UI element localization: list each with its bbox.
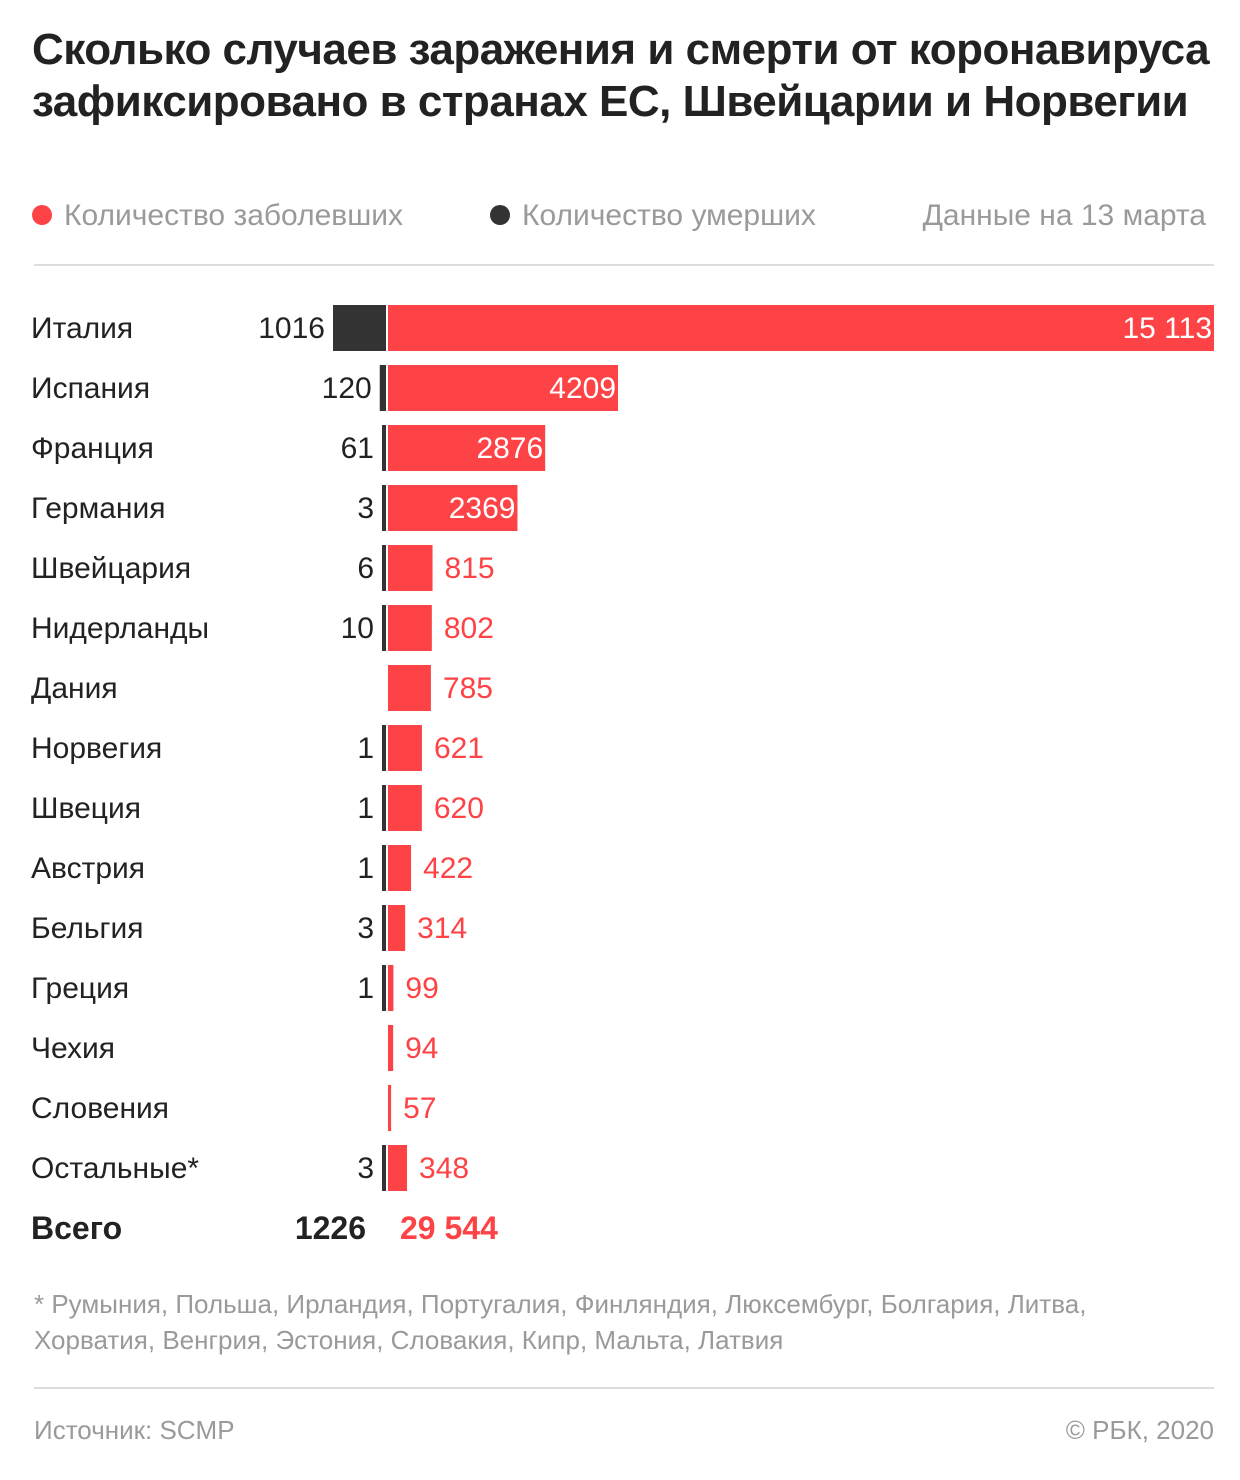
deaths-value-label: 3 <box>357 912 374 945</box>
cases-bar <box>388 965 394 1011</box>
cases-bar <box>388 845 412 891</box>
deaths-value-label: 1 <box>357 972 374 1005</box>
category-label: Швеция <box>31 792 141 825</box>
category-label: Словения <box>31 1092 169 1125</box>
deaths-value-label: 1016 <box>258 312 325 345</box>
legend-item-cases: Количество заболевших <box>32 196 403 236</box>
category-label: Германия <box>31 492 166 525</box>
legend-swatch-deaths <box>490 205 510 226</box>
cases-value-label: 94 <box>405 1032 438 1065</box>
category-label: Австрия <box>31 852 145 885</box>
deaths-bar <box>333 305 386 351</box>
deaths-bar <box>382 545 386 591</box>
cases-value-label: 2876 <box>476 432 543 465</box>
legend-label-deaths: Количество умерших <box>522 199 816 232</box>
cases-value-label: 57 <box>403 1092 436 1125</box>
deaths-value-label: 10 <box>341 612 374 645</box>
cases-value-label: 314 <box>417 912 467 945</box>
cases-value-label: 99 <box>405 972 438 1005</box>
deaths-value-label: 6 <box>357 552 374 585</box>
cases-value-label: 15 113 <box>1122 312 1212 345</box>
legend: Количество заболевших Количество умерших… <box>32 196 1212 236</box>
deaths-bar <box>382 605 386 651</box>
legend-item-deaths: Количество умерших <box>490 196 816 236</box>
cases-bar <box>388 905 406 951</box>
top-divider <box>34 264 1214 266</box>
legend-swatch-cases <box>32 205 52 226</box>
cases-bar <box>388 725 422 771</box>
deaths-bar <box>382 1145 386 1191</box>
cases-value-label: 4209 <box>549 372 616 405</box>
deaths-value-label: 3 <box>357 492 374 525</box>
category-label: Италия <box>31 312 133 345</box>
deaths-bar <box>382 485 386 531</box>
cases-value-label: 621 <box>434 732 484 765</box>
cases-bar <box>388 1025 394 1071</box>
cases-value-label: 620 <box>434 792 484 825</box>
cases-bar <box>388 665 431 711</box>
category-label: Нидерланды <box>31 612 209 645</box>
cases-value-label: 348 <box>419 1152 469 1185</box>
copyright-note: © РБК, 2020 <box>1065 1415 1214 1445</box>
footnote: * Румыния, Польша, Ирландия, Португалия,… <box>34 1289 1087 1355</box>
deaths-value-label: 3 <box>357 1152 374 1185</box>
category-label: Швейцария <box>31 552 191 585</box>
deaths-bar <box>382 785 386 831</box>
cases-value-label: 422 <box>423 852 473 885</box>
cases-value-label: 785 <box>443 672 493 705</box>
deaths-bar <box>382 845 386 891</box>
deaths-value-label: 1 <box>357 852 374 885</box>
deaths-value-label: 1 <box>357 732 374 765</box>
cases-bar <box>388 605 432 651</box>
cases-value-label: 802 <box>444 612 494 645</box>
deaths-value-label: 1 <box>357 792 374 825</box>
deaths-bar <box>379 365 386 411</box>
category-label: Остальные* <box>31 1152 199 1185</box>
data-date: Данные на 13 марта <box>922 199 1206 232</box>
category-label: Испания <box>31 372 150 405</box>
deaths-bar <box>382 725 386 771</box>
category-label: Греция <box>31 972 129 1005</box>
cases-bar <box>388 545 433 591</box>
deaths-value-label: 120 <box>322 372 372 405</box>
total-label: Всего <box>31 1210 122 1246</box>
cases-bar <box>388 365 619 411</box>
category-label: Франция <box>31 432 154 465</box>
cases-value-label: 815 <box>445 552 495 585</box>
cases-bar <box>388 425 546 471</box>
deaths-value-label: 61 <box>341 432 374 465</box>
cases-bar <box>388 1085 392 1131</box>
cases-value-label: 2369 <box>449 492 516 525</box>
chart-title: Сколько случаев заражения и смерти от ко… <box>32 25 1210 126</box>
cases-bar <box>388 785 422 831</box>
cases-bar <box>388 485 518 531</box>
deaths-bar <box>382 425 386 471</box>
legend-label-cases: Количество заболевших <box>64 199 404 232</box>
total-deaths: 1226 <box>295 1210 366 1246</box>
source-note: Источник: SCMP <box>34 1415 235 1445</box>
deaths-bar <box>382 965 386 1011</box>
total-cases: 29 544 <box>400 1210 498 1246</box>
cases-bar <box>388 305 1214 351</box>
cases-bar <box>388 1145 408 1191</box>
bottom-divider <box>34 1387 1214 1389</box>
category-label: Чехия <box>31 1032 115 1065</box>
category-label: Норвегия <box>31 732 162 765</box>
category-label: Бельгия <box>31 912 143 945</box>
deaths-bar <box>382 905 386 951</box>
category-label: Дания <box>31 672 118 705</box>
